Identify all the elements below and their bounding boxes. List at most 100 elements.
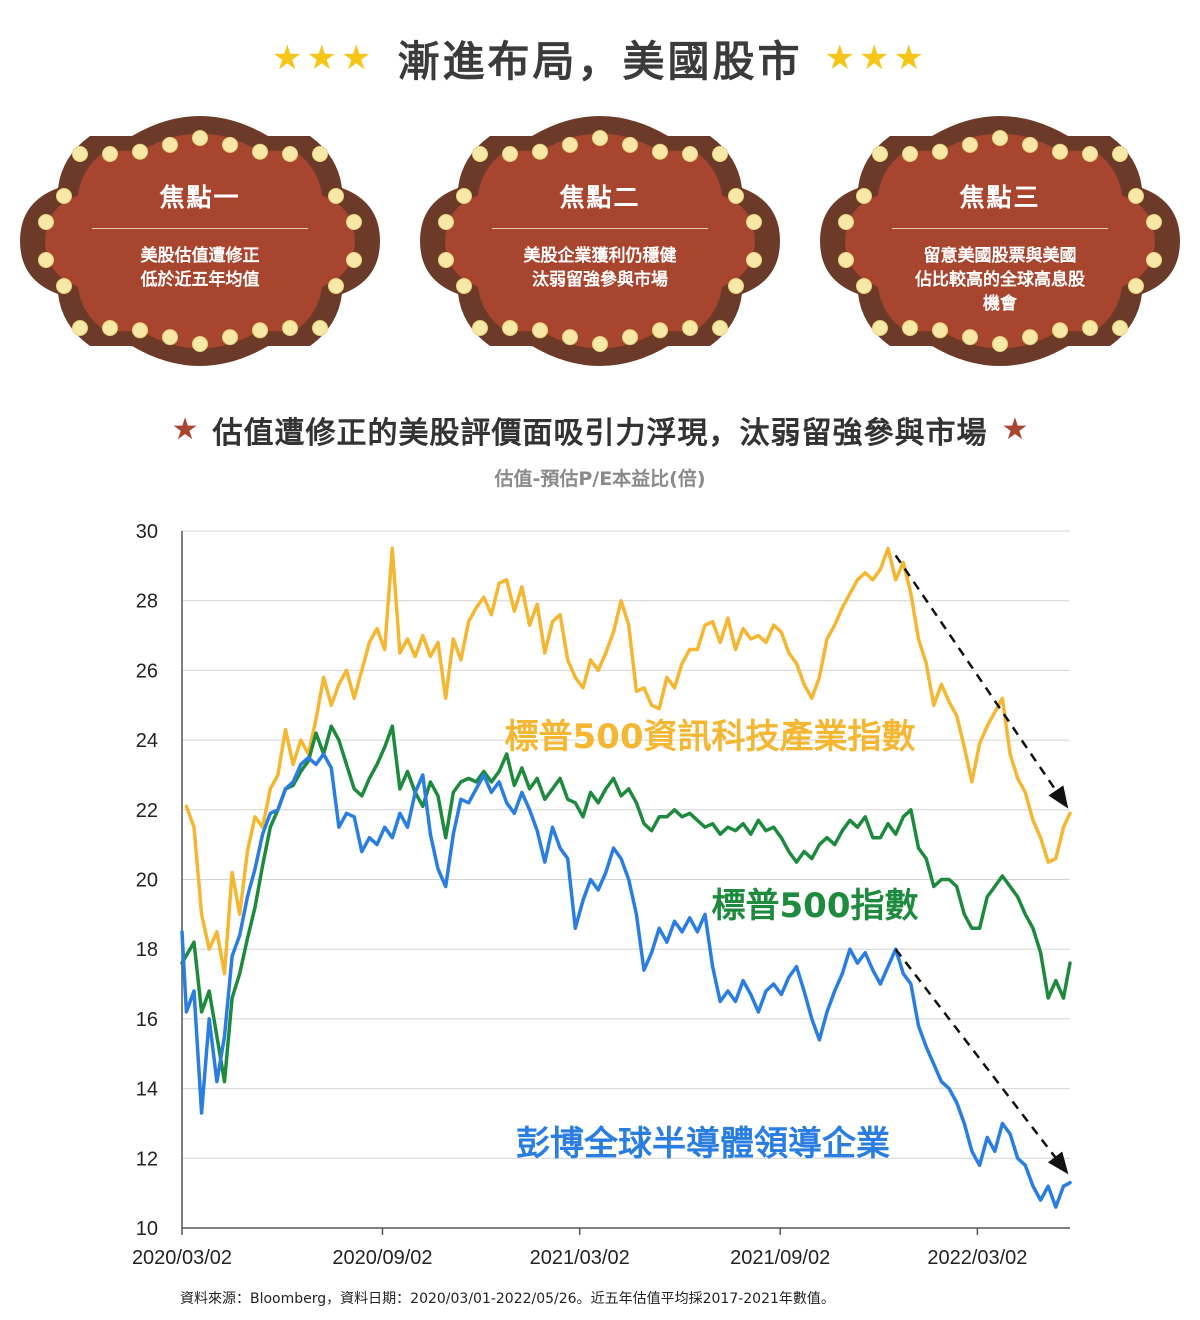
- marquee-inner-shape: [445, 133, 755, 349]
- section-title: 估值遭修正的美股評價面吸引力浮現，汰弱留強參與市場: [212, 416, 988, 451]
- marquee-bulb-icon: [72, 146, 88, 162]
- x-tick-label: 2021/09/02: [730, 1247, 830, 1269]
- marquee-inner-shape: [845, 133, 1155, 349]
- marquee-frame-1: [20, 116, 380, 366]
- marquee-bulb-icon: [502, 320, 518, 336]
- marquee-bulb-icon: [56, 188, 72, 204]
- marquee-bulb-icon: [592, 336, 608, 352]
- y-tick-label: 30: [136, 521, 158, 543]
- page-title: 漸進布局，美國股市: [397, 36, 803, 86]
- marquee-bulb-icon: [1128, 278, 1144, 294]
- marquee-bulb-icon: [312, 146, 328, 162]
- marquee-bulb-icon: [746, 252, 762, 268]
- marquee-bulb-icon: [102, 320, 118, 336]
- focus-card-3-text: 留意美國股票與美國 佔比較高的全球高息股 機會: [880, 244, 1120, 316]
- series-line-3: [180, 752, 1072, 1209]
- series-label-3: 彭博全球半導體領導企業: [516, 1124, 890, 1164]
- focus-card-2: 焦點二 美股企業獲利仍穩健 汰弱留強參與市場: [420, 102, 780, 380]
- series-label-1: 標普500資訊科技產業指數: [505, 717, 916, 757]
- marquee-bulb-icon: [222, 329, 238, 346]
- marquee-bulb-icon: [682, 146, 698, 162]
- focus-card-1-text: 美股估值遭修正 低於近五年均值: [80, 244, 320, 292]
- marquee-bulb-icon: [1128, 188, 1144, 204]
- marquee-bulb-icon: [1112, 146, 1128, 162]
- chart-unit-label: 估值-預估P/E本益比(倍): [494, 468, 706, 490]
- marquee-bulb-icon: [132, 322, 148, 339]
- marquee-bulb-icon: [1082, 146, 1098, 162]
- marquee-bulb-icon: [1112, 320, 1128, 336]
- focus-card-3: 焦點三 留意美國股票與美國 佔比較高的全球高息股 機會: [820, 102, 1180, 380]
- marquee-bulb-icon: [856, 188, 872, 204]
- marquee-bulb-icon: [456, 188, 472, 204]
- focus-card-1: 焦點一 美股估值遭修正 低於近五年均值: [20, 102, 380, 380]
- marquee-bulb-icon: [132, 143, 148, 160]
- marquee-bulb-icon: [746, 214, 762, 230]
- y-tick-label: 22: [136, 800, 158, 822]
- marquee-bulb-icon: [346, 214, 362, 230]
- marquee-bulb-icon: [728, 278, 744, 294]
- marquee-bulb-icon: [438, 252, 454, 268]
- trend-arrow-1: [894, 554, 1069, 809]
- focus-card-3-line: 留意美國股票與美國: [923, 246, 1077, 266]
- marquee-bulb-icon: [532, 322, 548, 339]
- focus-card-1-divider: [92, 228, 308, 229]
- marquee-bulb-icon: [1146, 214, 1162, 230]
- marquee-bulb-icon: [72, 320, 88, 336]
- marquee-inner-shape: [45, 133, 355, 349]
- focus-card-2-title: 焦點二: [559, 183, 641, 212]
- section-title-row: ★ 估值遭修正的美股評價面吸引力浮現，汰弱留強參與市場 ★: [0, 405, 1200, 455]
- marquee-bulb-icon: [38, 214, 54, 230]
- marquee-bulb-icon: [838, 252, 854, 268]
- y-tick-label: 28: [136, 591, 158, 613]
- marquee-bulb-icon: [472, 146, 488, 162]
- marquee-bulb-icon: [1146, 252, 1162, 268]
- y-tick-label: 24: [136, 730, 158, 752]
- focus-card-2-line: 汰弱留強參與市場: [532, 270, 668, 290]
- marquee-bulb-icon: [472, 320, 488, 336]
- marquee-bulb-icon: [562, 329, 578, 346]
- marquee-bulb-icon: [622, 329, 638, 346]
- marquee-bulb-icon: [872, 320, 888, 336]
- x-tick-label: 2022/03/02: [927, 1247, 1027, 1269]
- marquee-bulb-icon: [652, 143, 668, 160]
- marquee-bulb-icon: [712, 146, 728, 162]
- marquee-bulb-icon: [328, 278, 344, 294]
- focus-card-1-line: 美股估值遭修正: [140, 246, 260, 266]
- marquee-bulb-icon: [328, 188, 344, 204]
- marquee-bulb-icon: [282, 320, 298, 336]
- marquee-bulb-icon: [346, 252, 362, 268]
- y-tick-label: 12: [136, 1148, 158, 1170]
- marquee-bulb-icon: [438, 214, 454, 230]
- focus-card-3-line: 機會: [983, 294, 1017, 314]
- focus-card-2-text: 美股企業獲利仍穩健 汰弱留強參與市場: [480, 244, 720, 292]
- section-star-right-icon: ★: [1001, 412, 1029, 447]
- marquee-bulb-icon: [222, 136, 238, 153]
- x-tick-label: 2020/09/02: [332, 1247, 432, 1269]
- series-line-2: [180, 724, 1072, 1084]
- marquee-bulb-icon: [456, 278, 472, 294]
- marquee-bulb-icon: [1082, 320, 1098, 336]
- marquee-bulb-icon: [282, 146, 298, 162]
- marquee-frame-3: [820, 116, 1180, 366]
- series-line-1: [184, 546, 1072, 976]
- marquee-bulb-icon: [992, 130, 1008, 146]
- y-tick-label: 14: [136, 1079, 158, 1101]
- trend-arrow-2: [894, 948, 1069, 1175]
- marquee-bulb-icon: [162, 136, 178, 153]
- focus-card-2-divider: [492, 228, 708, 229]
- marquee-bulb-icon: [932, 143, 948, 160]
- marquee-bulb-icon: [682, 320, 698, 336]
- marquee-bulb-icon: [1052, 322, 1068, 339]
- focus-card-3-title: 焦點三: [959, 183, 1041, 212]
- marquee-bulb-icon: [728, 188, 744, 204]
- marquee-bulb-icon: [838, 214, 854, 230]
- marquee-bulb-icon: [856, 278, 872, 294]
- marquee-frame-2: [420, 116, 780, 366]
- marquee-bulb-icon: [38, 252, 54, 268]
- marquee-bulb-icon: [652, 322, 668, 339]
- marquee-bulb-icon: [252, 322, 268, 339]
- y-tick-label: 26: [136, 660, 158, 682]
- marquee-bulb-icon: [902, 146, 918, 162]
- title-row: ★★★ 漸進布局，美國股市 ★★★: [0, 28, 1200, 88]
